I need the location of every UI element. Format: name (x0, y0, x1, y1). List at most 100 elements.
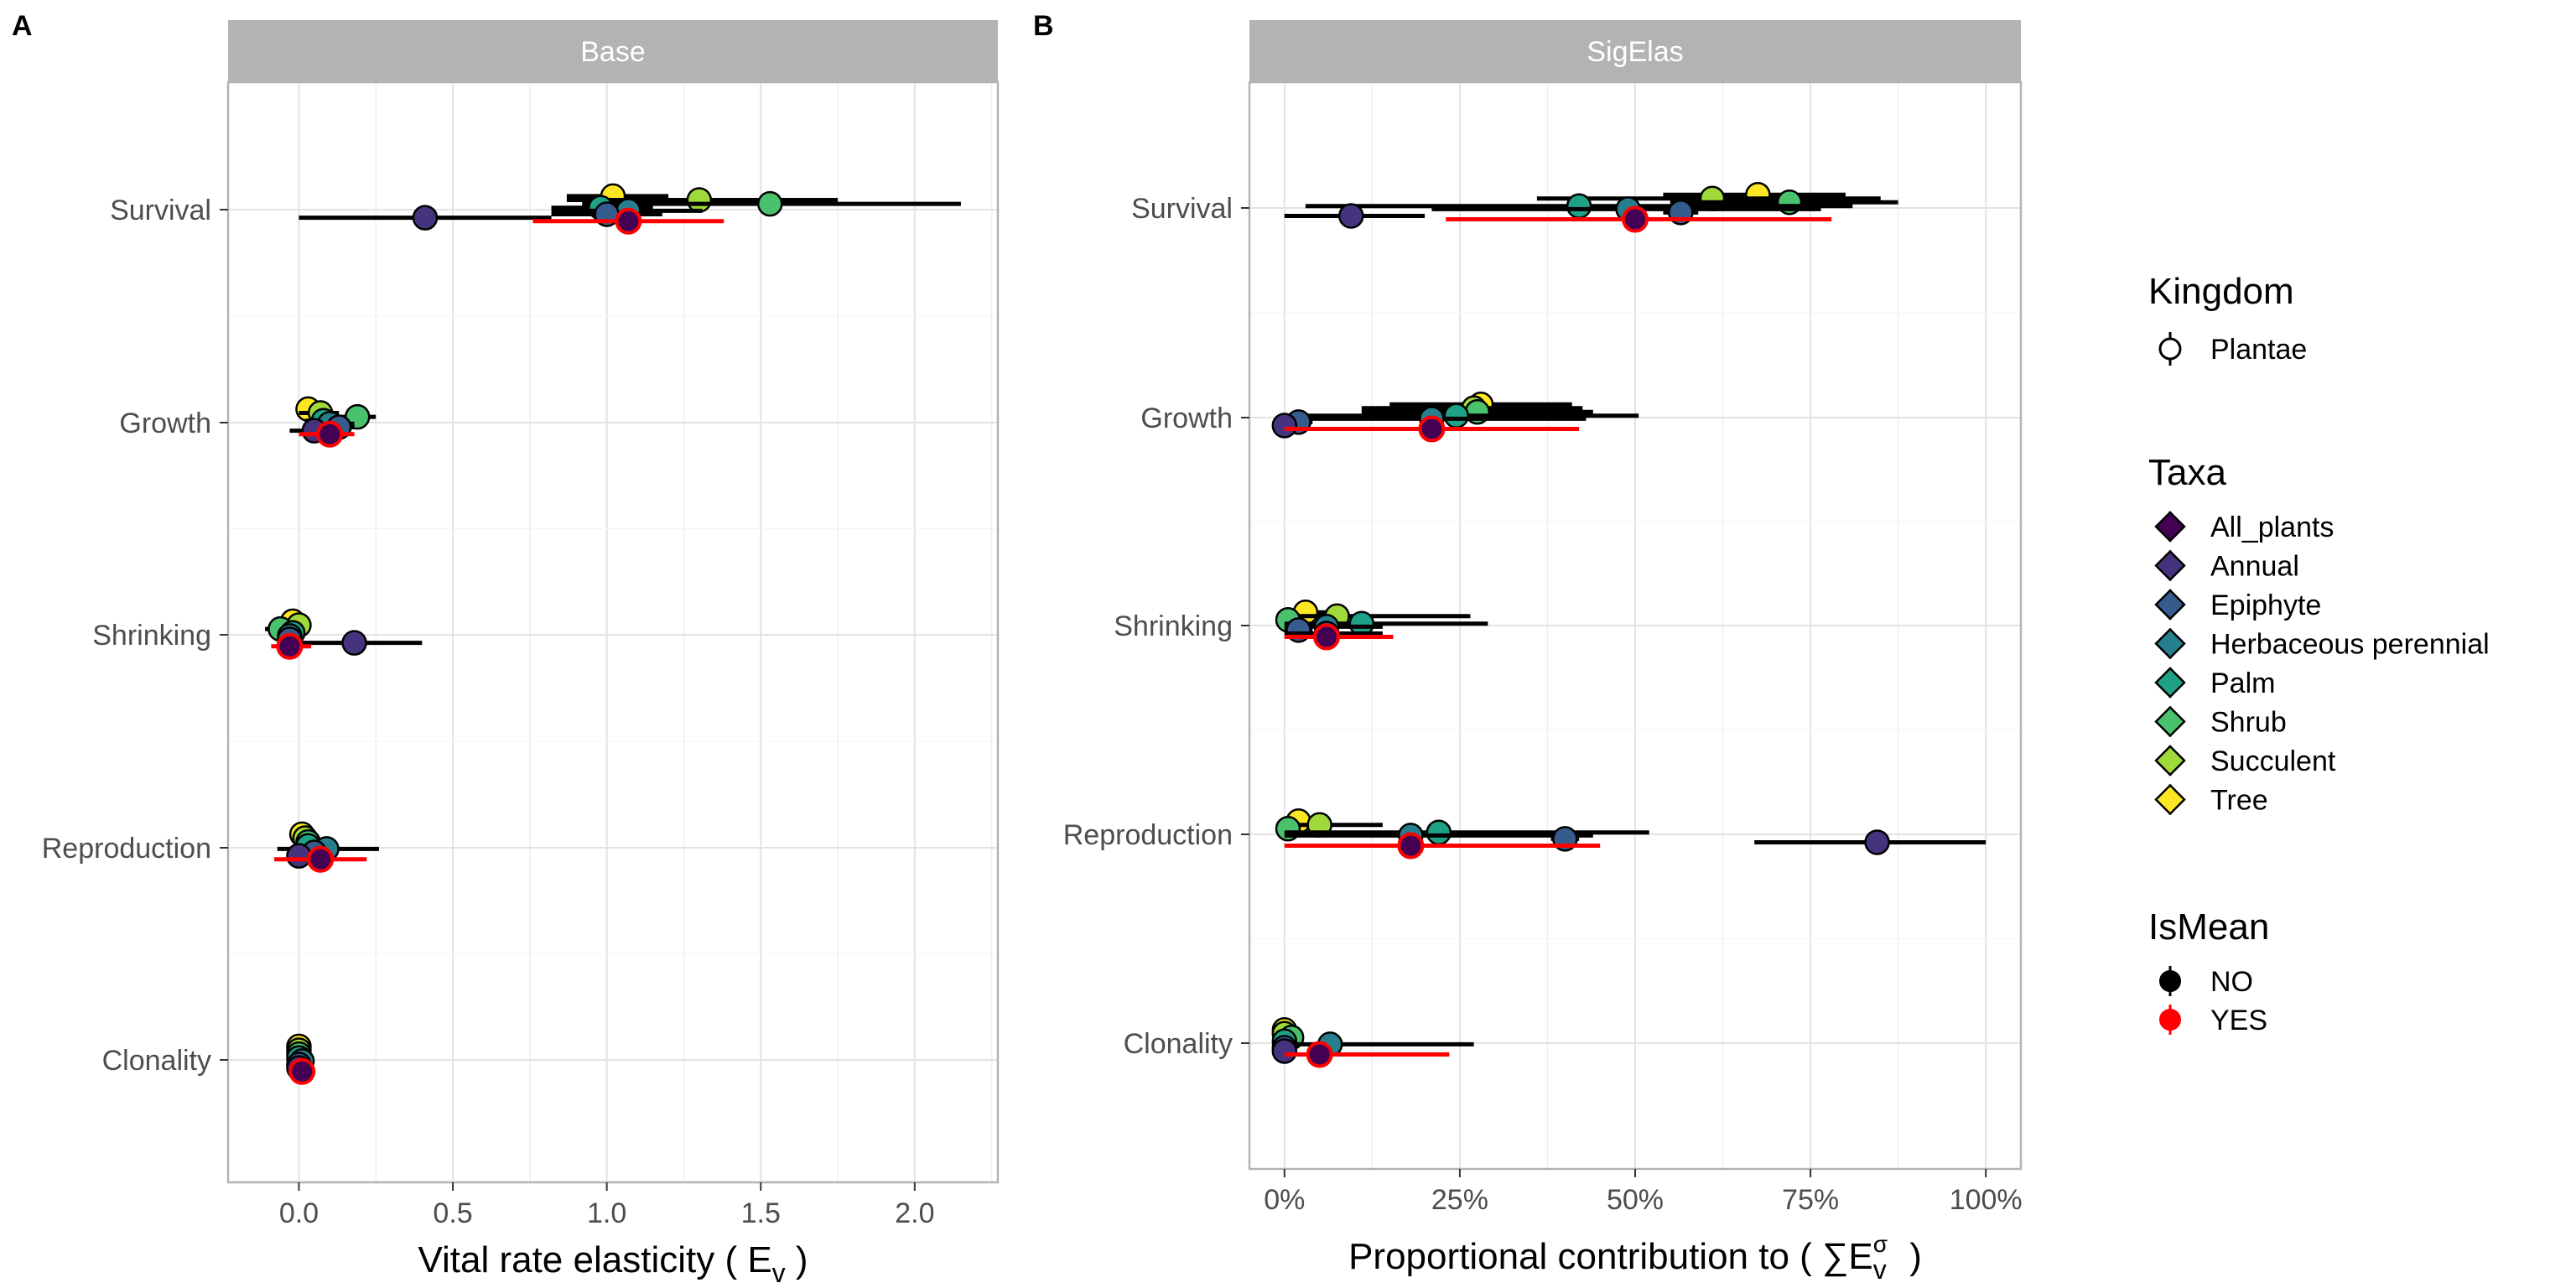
legend-item-taxa: Annual (2154, 549, 2299, 583)
x-tick-label: 75% (1782, 1184, 1839, 1216)
y-tick-label: Reproduction (1063, 819, 1233, 851)
legend-filled-circle-icon (2159, 970, 2181, 992)
legend-label-taxa: Tree (2210, 785, 2268, 817)
x-tick-label: 0.0 (279, 1197, 319, 1229)
legend-item-taxa: Shrub (2154, 705, 2287, 739)
strip-background-b (1249, 20, 2021, 82)
y-tick-label: Clonality (1124, 1028, 1233, 1060)
point-growth-annual (1271, 413, 1298, 439)
legend-label-taxa: All_plants (2210, 512, 2334, 543)
legend-title-ismean: IsMean (2148, 906, 2269, 948)
legend-item-taxa: Palm (2154, 667, 2275, 699)
marks-b (1271, 182, 1987, 1068)
legend-label-ismean: NO (2210, 966, 2253, 998)
legend-open-circle-icon (2158, 337, 2182, 361)
legend-label-taxa: Palm (2210, 667, 2275, 699)
point-reproduction-palm (1426, 819, 1452, 845)
legend-diamond-icon (2154, 705, 2186, 738)
x-axis-a: 0.0 0.5 1.0 1.5 2.0 (279, 1182, 934, 1229)
y-tick-label: Growth (1140, 402, 1233, 434)
y-tick-label: Shrinking (1114, 610, 1233, 642)
legend: Kingdom Plantae Taxa All_plants Annual Epi… (2148, 271, 2490, 1036)
legend-title-kingdom: Kingdom (2148, 271, 2294, 312)
x-tick-label: 50% (1607, 1184, 1664, 1216)
legend-diamond-icon (2154, 667, 2186, 699)
point-reproduction-all-plants (307, 845, 335, 873)
y-tick-label: Survival (110, 195, 211, 226)
panel-b: B SigElas Survival Growth Shrinking Reprodu… (1033, 10, 2023, 1285)
y-tick-label: Shrinking (92, 620, 211, 652)
legend-taxa-list: All_plants Annual Epiphyte Herbaceous peren… (2154, 511, 2490, 817)
x-tick-label: 1.0 (587, 1197, 626, 1229)
point-shrinking-all-plants (1313, 623, 1340, 651)
legend-diamond-icon (2154, 511, 2186, 543)
legend-diamond-icon (2154, 589, 2186, 621)
legend-item-ismean: NO (2159, 966, 2253, 998)
x-tick-label: 0.5 (433, 1197, 472, 1229)
y-tick-label: Clonality (102, 1045, 211, 1077)
point-survival-annual (412, 205, 439, 231)
legend-label-taxa: Epiphyte (2210, 589, 2321, 621)
x-tick-label: 2.0 (895, 1197, 934, 1229)
point-survival-shrub (757, 190, 783, 217)
point-survival-all-plants (1622, 205, 1649, 233)
y-axis-b: Survival Growth Shrinking Reproduction Clona… (1063, 193, 1249, 1060)
legend-item-plantae: Plantae (2158, 332, 2307, 366)
point-growth-palm (1443, 402, 1469, 428)
legend-label-taxa: Annual (2210, 551, 2299, 583)
strip-background-a (228, 20, 998, 82)
strip-title-a: Base (580, 36, 646, 68)
point-reproduction-all-plants (1397, 832, 1425, 860)
x-tick-label: 1.5 (741, 1197, 781, 1229)
legend-diamond-icon (2154, 627, 2186, 660)
point-survival-annual (1338, 203, 1364, 229)
point-survival-succulent (686, 187, 713, 213)
point-clonality-all-plants (288, 1057, 316, 1085)
x-axis-title-a: Vital rate elasticity ( Ev ) (418, 1239, 808, 1288)
legend-label-taxa: Shrub (2210, 707, 2287, 739)
point-clonality-all-plants (1306, 1041, 1333, 1068)
point-reproduction-annual (286, 843, 312, 869)
panel-letter-a: A (12, 10, 33, 42)
point-shrinking-annual (341, 630, 367, 656)
x-tick-label: 0% (1264, 1184, 1305, 1216)
legend-item-taxa: All_plants (2154, 511, 2334, 543)
legend-item-taxa: Epiphyte (2154, 589, 2321, 621)
point-growth-all-plants (1418, 415, 1446, 443)
legend-item-ismean: YES (2159, 1005, 2267, 1036)
legend-label-taxa: Herbaceous perennial (2210, 629, 2490, 661)
legend-label-taxa: Succulent (2210, 745, 2336, 777)
point-growth-all-plants (316, 420, 344, 448)
legend-filled-circle-icon (2159, 1009, 2181, 1031)
legend-item-taxa: Succulent (2154, 745, 2336, 777)
legend-label-ismean: YES (2210, 1005, 2267, 1036)
plot-border-a (226, 80, 1000, 1184)
point-shrinking-all-plants (276, 632, 304, 660)
x-axis-b: 0% 25% 50% 75% 100% (1264, 1169, 2023, 1216)
point-clonality-annual (1271, 1038, 1298, 1064)
panel-a: A Base Survival Growth Shrinking Reproducti… (12, 10, 1000, 1288)
x-axis-title-b: Proportional contribution to ( ∑Evσ ) (1348, 1231, 1922, 1285)
marks-a (265, 183, 961, 1085)
y-tick-label: Growth (119, 408, 211, 439)
legend-diamond-icon (2154, 783, 2186, 816)
legend-ismean-list: NO YES (2159, 966, 2267, 1036)
point-reproduction-annual (1864, 829, 1890, 855)
legend-diamond-icon (2154, 745, 2186, 776)
legend-item-taxa: Herbaceous perennial (2154, 627, 2490, 661)
legend-title-taxa: Taxa (2148, 452, 2226, 493)
point-survival-all-plants (615, 207, 642, 235)
y-axis-a: Survival Growth Shrinking Reproduction Clona… (42, 195, 228, 1077)
y-tick-label: Reproduction (42, 833, 211, 865)
y-tick-label: Survival (1131, 193, 1233, 225)
strip-title-b: SigElas (1587, 36, 1683, 68)
point-survival-palm (1566, 193, 1592, 219)
legend-item-taxa: Tree (2154, 783, 2268, 817)
panel-letter-b: B (1033, 10, 1054, 42)
x-tick-label: 100% (1950, 1184, 2023, 1216)
grid-a (228, 82, 998, 1182)
x-tick-label: 25% (1431, 1184, 1488, 1216)
legend-label-plantae: Plantae (2210, 334, 2307, 366)
legend-diamond-icon (2154, 549, 2186, 582)
